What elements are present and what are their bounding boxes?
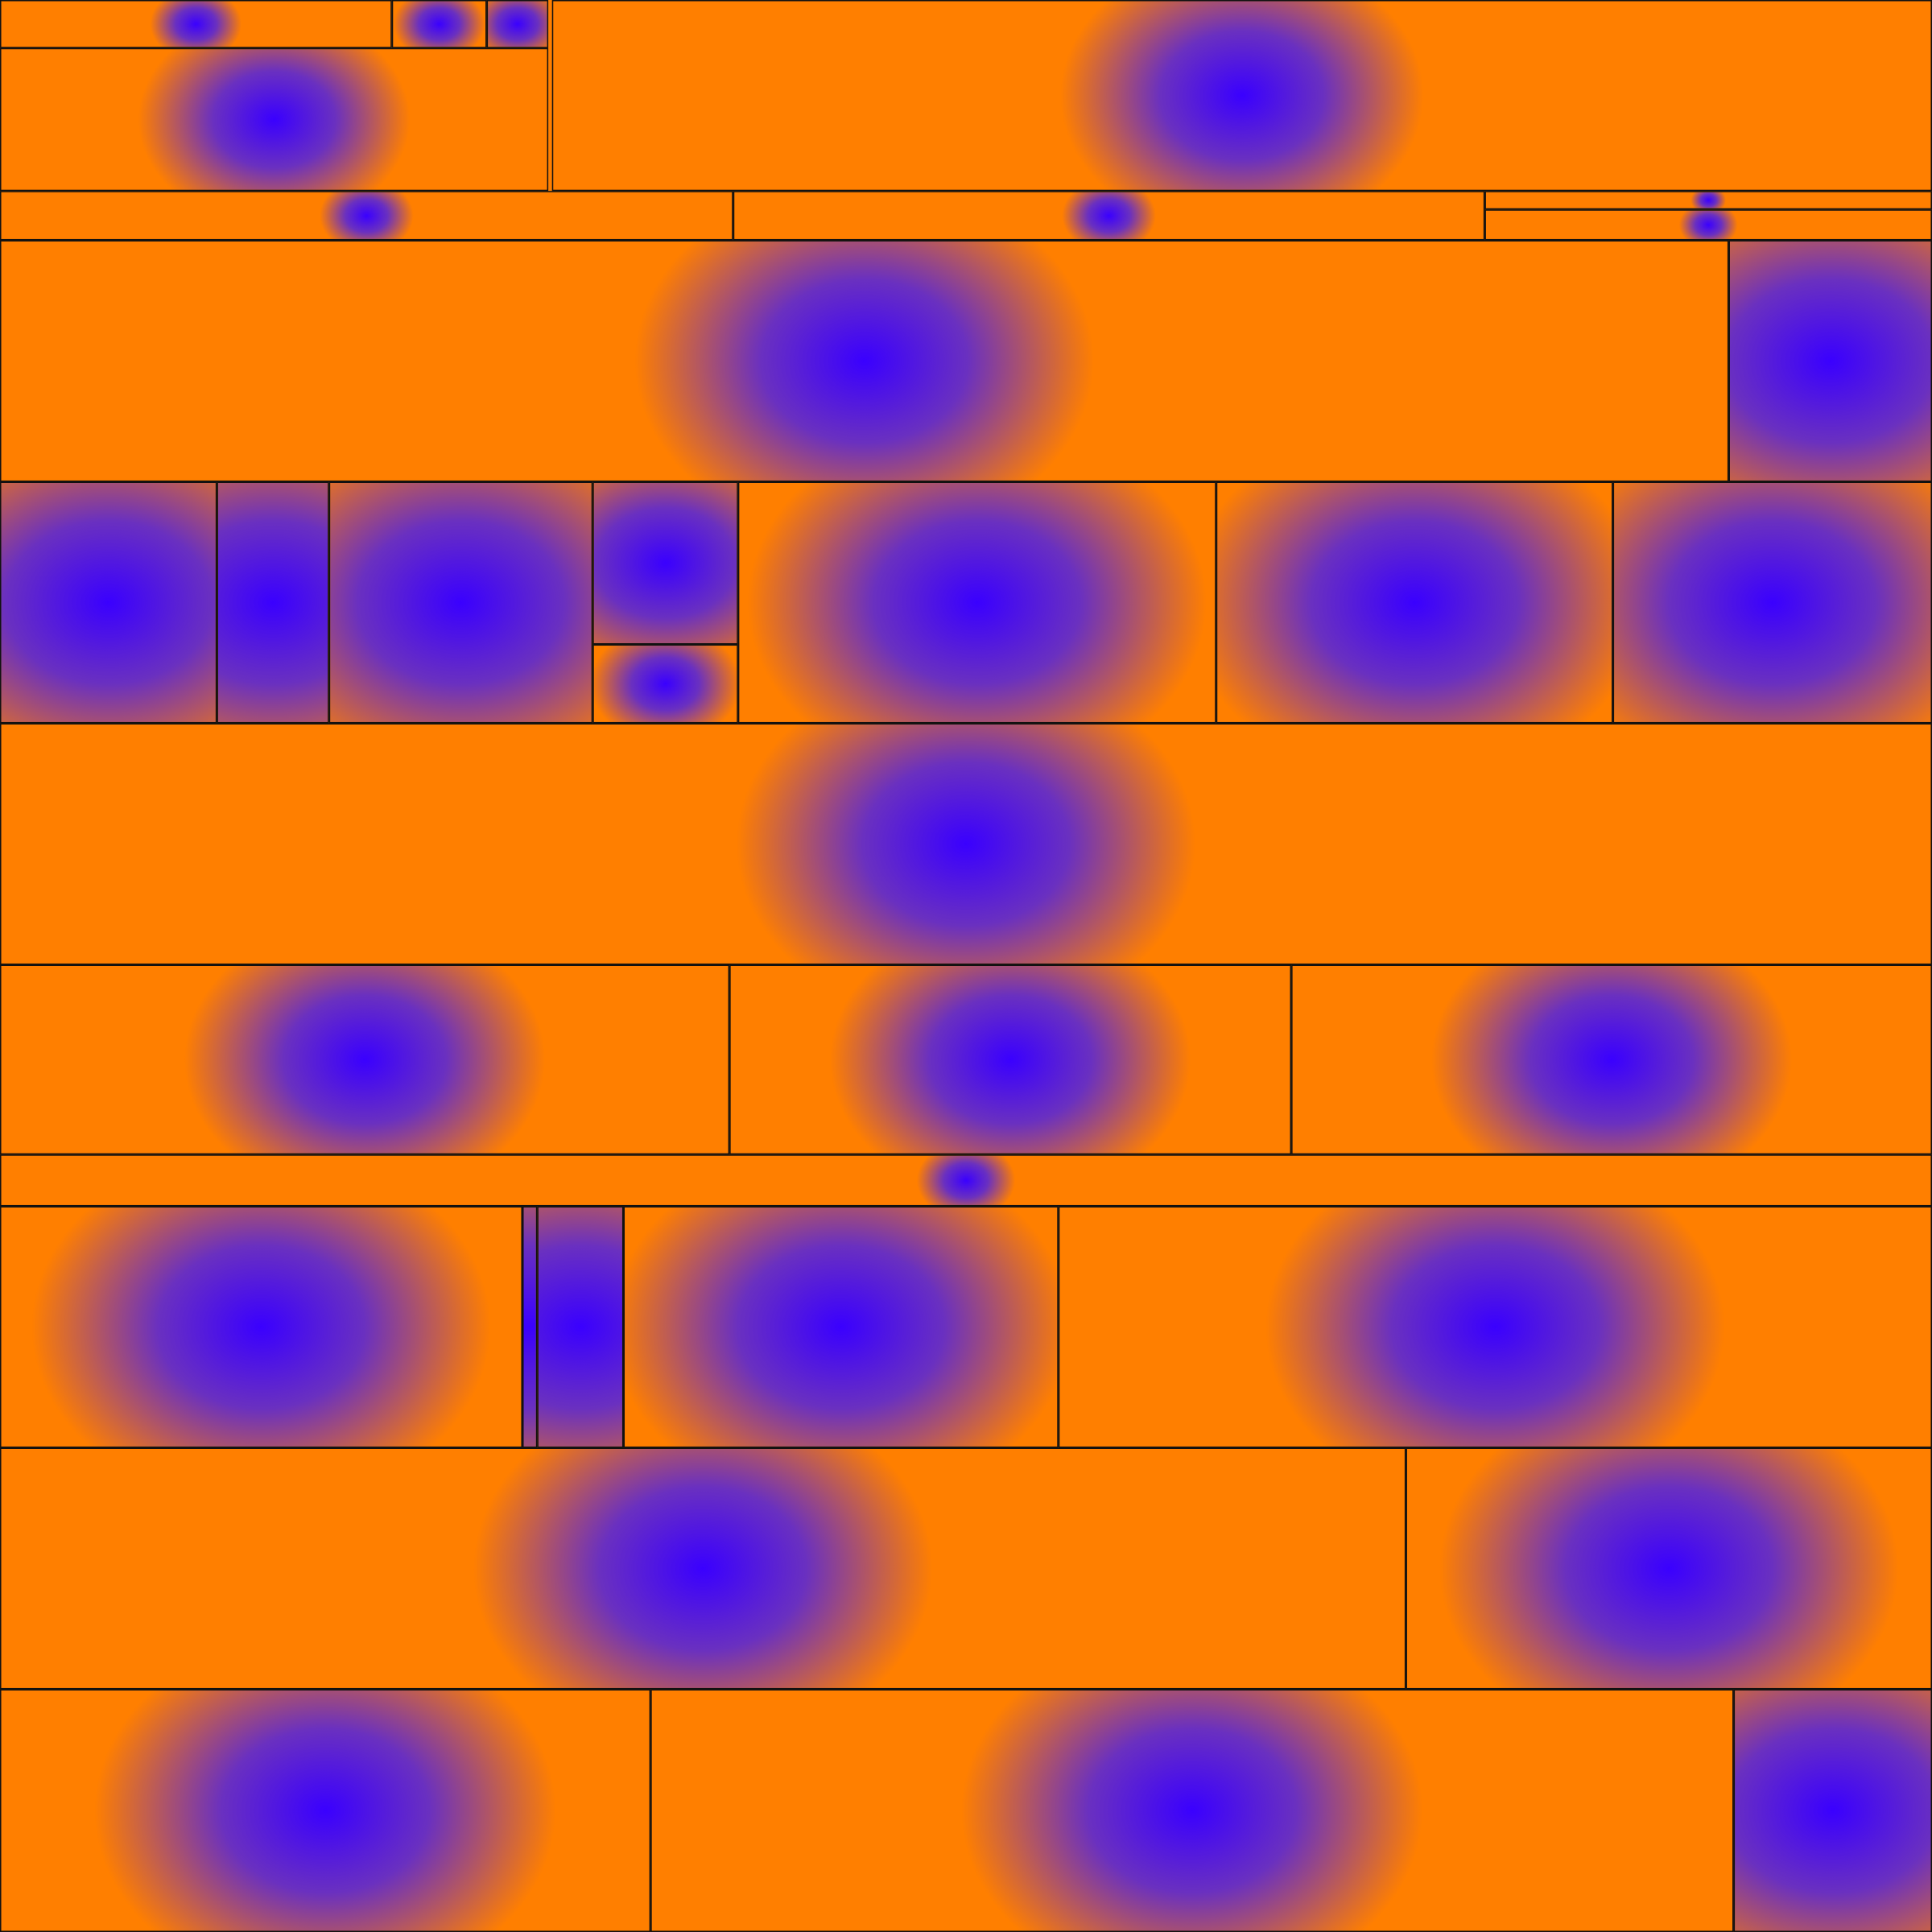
gradient-tile [0,191,733,241]
gradient-tile [0,723,1932,965]
gradient-tile [1484,209,1932,241]
gradient-tile [486,0,549,48]
gradient-tile [0,964,730,1155]
gradient-tile [729,964,1292,1155]
gradient-tile [592,644,738,724]
gradient-tile [217,481,329,724]
gradient-tile [1058,1206,1932,1448]
gradient-tile [1733,1689,1932,1932]
gradient-tile [1484,191,1932,210]
gradient-tile [0,1206,522,1448]
gradient-tile [0,47,549,192]
gradient-tile [1406,1447,1932,1690]
gradient-tile [522,1206,538,1448]
gradient-tile [592,481,738,645]
gradient-tile [328,481,593,724]
gradient-tile [1728,240,1932,482]
gradient-tile [0,481,217,724]
gradient-tile [0,240,1729,482]
gradient-tile [0,0,392,48]
gradient-tile [0,1154,1932,1207]
gradient-tile [551,0,1932,192]
gradient-tile [0,1447,1406,1690]
gradient-tile [1291,964,1932,1155]
gradient-tile [1612,481,1932,724]
gradient-tile [733,191,1485,241]
gradient-tile [1216,481,1613,724]
gradient-tile [623,1206,1059,1448]
gradient-tile [391,0,487,48]
gradient-tile [737,481,1216,724]
gradient-tile [0,1689,651,1932]
gradient-tile [537,1206,624,1448]
gradient-tile [650,1689,1734,1932]
